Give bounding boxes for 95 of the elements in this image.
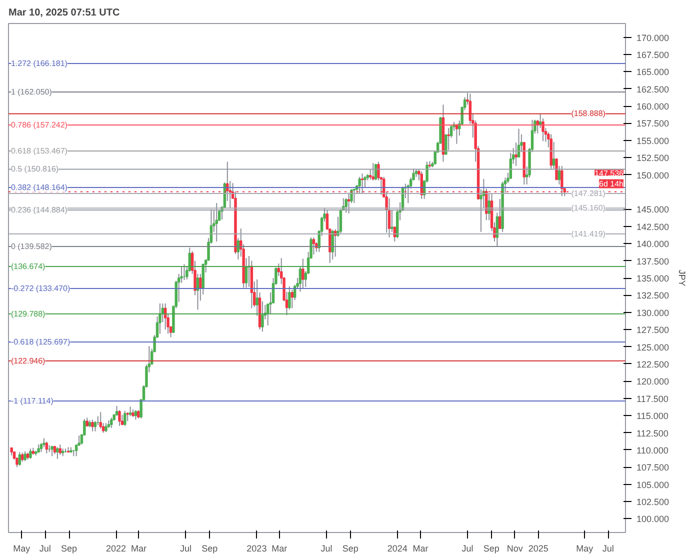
y-tick-label: 115.000: [636, 411, 668, 422]
candlestick: [302, 258, 304, 289]
ref-line-label: (147.281): [571, 189, 606, 198]
ref-line-label: 0.382 (148.164): [10, 182, 68, 192]
x-tick-label: Mar: [412, 544, 428, 554]
candlestick: [158, 302, 162, 334]
candlestick: [352, 188, 356, 204]
y-tick-label: 105.000: [636, 480, 670, 490]
candlestick: [358, 176, 361, 194]
ref-line-label: 0 (139.582): [10, 242, 52, 251]
candlestick: [91, 419, 94, 432]
candlestick: [134, 410, 138, 420]
y-tick-label: 110.000: [636, 445, 668, 456]
annotation: 6d 14h: [599, 179, 624, 188]
candlestick: [94, 420, 97, 432]
y-tick-label: 170.000: [636, 32, 670, 43]
candlestick: [18, 452, 22, 466]
candlestick: [45, 441, 48, 454]
candlestick: [110, 417, 113, 428]
text: Mar 10, 2025 07:51 UTC: [8, 8, 120, 18]
y-tick-label: 135.000: [636, 274, 670, 284]
ref-line-label: (129.788): [10, 309, 46, 318]
candlestick: [99, 412, 102, 430]
ref-line-label: (122.946): [10, 356, 46, 366]
x-tick-label: May: [576, 544, 594, 554]
x-tick-label: Jul: [39, 544, 51, 554]
ref-line-label: 0.618 (153.467): [10, 146, 68, 156]
y-tick-label: 127.500: [636, 325, 670, 336]
x-tick-label: Sep: [483, 544, 500, 554]
candlestick: [447, 128, 450, 151]
ref-line-label: -0.272 (133.470): [10, 284, 70, 294]
y-tick-label: 140.000: [636, 239, 670, 250]
y-axis-title: JPY: [677, 270, 688, 286]
candlestick: [244, 258, 248, 288]
y-tick-label: 157.500: [636, 118, 670, 129]
y-tick-label: 165.000: [636, 67, 670, 78]
ref-line-label: (141.419): [571, 229, 606, 238]
y-tick-label: 130.000: [636, 308, 670, 318]
y-tick-label: 132.500: [636, 290, 670, 301]
y-tick-label: 160.000: [636, 102, 670, 112]
candlestick: [24, 450, 26, 462]
ref-line-label: 0.236 (144.884): [10, 206, 68, 215]
y-tick-label: 100.000: [636, 514, 670, 524]
x-tick-label: Jul: [602, 544, 614, 554]
x-tick-label: 2022: [106, 544, 126, 554]
candlestick: [56, 446, 59, 460]
x-tick-label: May: [13, 544, 31, 554]
ref-line-label: -0.618 (125.697): [10, 337, 70, 346]
ref-line-label: (145.160): [571, 204, 606, 213]
x-tick-label: Sep: [202, 544, 218, 554]
ref-line-label: (136.674): [10, 262, 46, 271]
y-tick-label: 102.500: [636, 497, 670, 508]
x-tick-label: Jul: [180, 544, 192, 554]
candlestick: [256, 278, 258, 316]
x-tick-label: Nov: [506, 544, 524, 554]
y-tick-label: 162.500: [636, 84, 670, 94]
x-tick-label: 2024: [387, 544, 408, 554]
y-tick-label: 142.500: [636, 222, 670, 232]
x-tick-label: 2025: [528, 544, 548, 554]
y-tick-label: 117.500: [636, 394, 668, 404]
ref-line-label: 147.536: [594, 168, 624, 178]
y-tick-label: 112.500: [636, 428, 668, 438]
x-tick-label: Jul: [320, 544, 332, 554]
candlestick: [331, 229, 334, 260]
x-tick-label: Jul: [462, 544, 474, 554]
x-tick-label: 2023: [246, 544, 267, 554]
candlestick: [290, 289, 294, 309]
candlestick: [29, 448, 32, 460]
ref-line-label: -1 (117.114): [10, 396, 54, 406]
ref-line-label: 1 (162.050): [10, 87, 52, 96]
ref-line-label: 0.5 (150.816): [10, 164, 59, 174]
y-tick-label: 137.500: [636, 256, 670, 266]
candlestick: [118, 410, 121, 426]
candlestick: [58, 444, 62, 456]
x-tick-label: Sep: [342, 544, 358, 554]
y-tick-label: 155.000: [636, 136, 670, 146]
y-tick-label: 150.000: [636, 170, 670, 180]
y-tick-label: 120.000: [636, 376, 670, 387]
ref-line-label: 1.272 (166.181): [10, 59, 68, 68]
candlestick: [199, 273, 202, 302]
y-tick-label: 122.500: [636, 359, 670, 370]
x-tick-label: Mar: [131, 544, 147, 554]
x-tick-label: Sep: [61, 544, 78, 554]
y-tick-label: 145.000: [636, 204, 670, 215]
candlestick: [542, 118, 544, 142]
y-tick-label: 107.500: [636, 462, 670, 473]
y-tick-label: 125.000: [636, 342, 670, 352]
candlestick: [124, 410, 126, 426]
y-tick-label: 152.500: [636, 153, 670, 164]
x-tick-label: Mar: [272, 544, 288, 554]
candlestick: [312, 236, 316, 256]
candlestick: [128, 406, 132, 417]
ref-line-label: 0.786 (157.242): [10, 120, 68, 130]
ref-line-label: (158.888): [571, 109, 606, 118]
y-tick-label: 167.500: [636, 50, 670, 60]
